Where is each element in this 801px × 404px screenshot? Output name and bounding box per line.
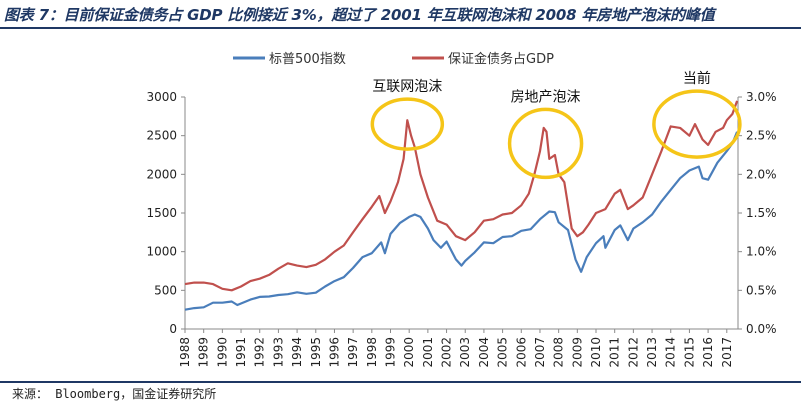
y-left-tick-label: 1000: [146, 245, 177, 259]
annotation-dotcom-circle: [370, 97, 445, 151]
x-tick-label: 2004: [477, 337, 491, 368]
x-tick-label: 2009: [570, 337, 584, 368]
x-tick-label: 2006: [514, 337, 528, 368]
y-right-tick-label: 1.0%: [746, 245, 777, 259]
y-right-tick-label: 1.5%: [746, 206, 777, 220]
x-tick-label: 2015: [682, 337, 696, 368]
x-tick-label: 1990: [215, 337, 229, 368]
x-tick-label: 1996: [327, 337, 341, 368]
x-tick-label: 2001: [421, 337, 435, 368]
x-tick-label: 2003: [458, 337, 472, 368]
y-right-tick-label: 0.0%: [746, 322, 777, 336]
y-right-tick-label: 2.5%: [746, 129, 777, 143]
series-line-sp500: [184, 131, 739, 311]
x-tick-label: 1994: [290, 337, 304, 368]
annotation-current-circle: [652, 89, 742, 159]
x-tick-label: 1989: [197, 337, 211, 368]
x-tick-label: 2014: [664, 337, 678, 368]
chart-title: 图表 7：目前保证金债务占 GDP 比例接近 3%，超过了 2001 年互联网泡…: [4, 6, 715, 24]
title-divider: [0, 27, 801, 29]
x-tick-label: 1988: [178, 337, 192, 368]
legend: 标普500指数 保证金债务占GDP: [233, 51, 554, 67]
y-right-tick-label: 0.5%: [746, 283, 777, 297]
annotation-current-label: 当前: [683, 70, 711, 87]
x-tick-label: 2012: [626, 337, 640, 368]
y-left-tick-label: 0: [169, 322, 177, 336]
x-tick-label: 2000: [402, 337, 416, 368]
y-left-tick-label: 2000: [146, 167, 177, 181]
legend-label-sp500: 标普500指数: [269, 52, 346, 67]
x-tick-label: 2002: [440, 337, 454, 368]
series-line-margin-debt: [184, 100, 739, 292]
x-tick-label: 1998: [365, 337, 379, 368]
x-tick-label: 1992: [253, 337, 267, 368]
axes: 0 500 1000 1500 2000 2500 3000 0.0% 0.5% 1.0% 1.5%…: [146, 90, 776, 368]
source-note: 来源： Bloomberg，国金证券研究所: [12, 387, 217, 401]
x-tick-label: 2016: [701, 337, 715, 368]
y-left-tick-label: 500: [154, 283, 177, 297]
y-left-tick-label: 1500: [146, 206, 177, 220]
y-right-tick-label: 3.0%: [746, 90, 777, 104]
footer-divider: [0, 381, 801, 383]
x-tick-label: 1997: [346, 337, 360, 368]
y-left-tick-label: 2500: [146, 129, 177, 143]
x-tick-label: 2007: [533, 337, 547, 368]
x-tick-label: 2010: [589, 337, 603, 368]
x-tick-label: 1991: [234, 337, 248, 368]
annotation-dotcom-label: 互联网泡沫: [372, 79, 442, 95]
x-tick-label: 1999: [384, 337, 398, 368]
legend-label-margin-debt: 保证金债务占GDP: [448, 51, 554, 67]
x-tick-label: 2005: [496, 337, 510, 368]
x-tick-label: 2013: [645, 337, 659, 368]
x-tick-label: 2017: [720, 337, 734, 368]
series-group: [184, 100, 739, 311]
x-tick-label: 2011: [608, 337, 622, 368]
y-right-tick-label: 2.0%: [746, 167, 777, 181]
x-tick-label: 2008: [552, 337, 566, 368]
annotation-housing-label: 房地产泡沫: [511, 89, 581, 105]
annotation-housing-circle: [507, 107, 584, 180]
x-tick-label: 1993: [271, 337, 285, 368]
x-tick-label: 1995: [309, 337, 323, 368]
y-left-tick-label: 3000: [146, 90, 177, 104]
